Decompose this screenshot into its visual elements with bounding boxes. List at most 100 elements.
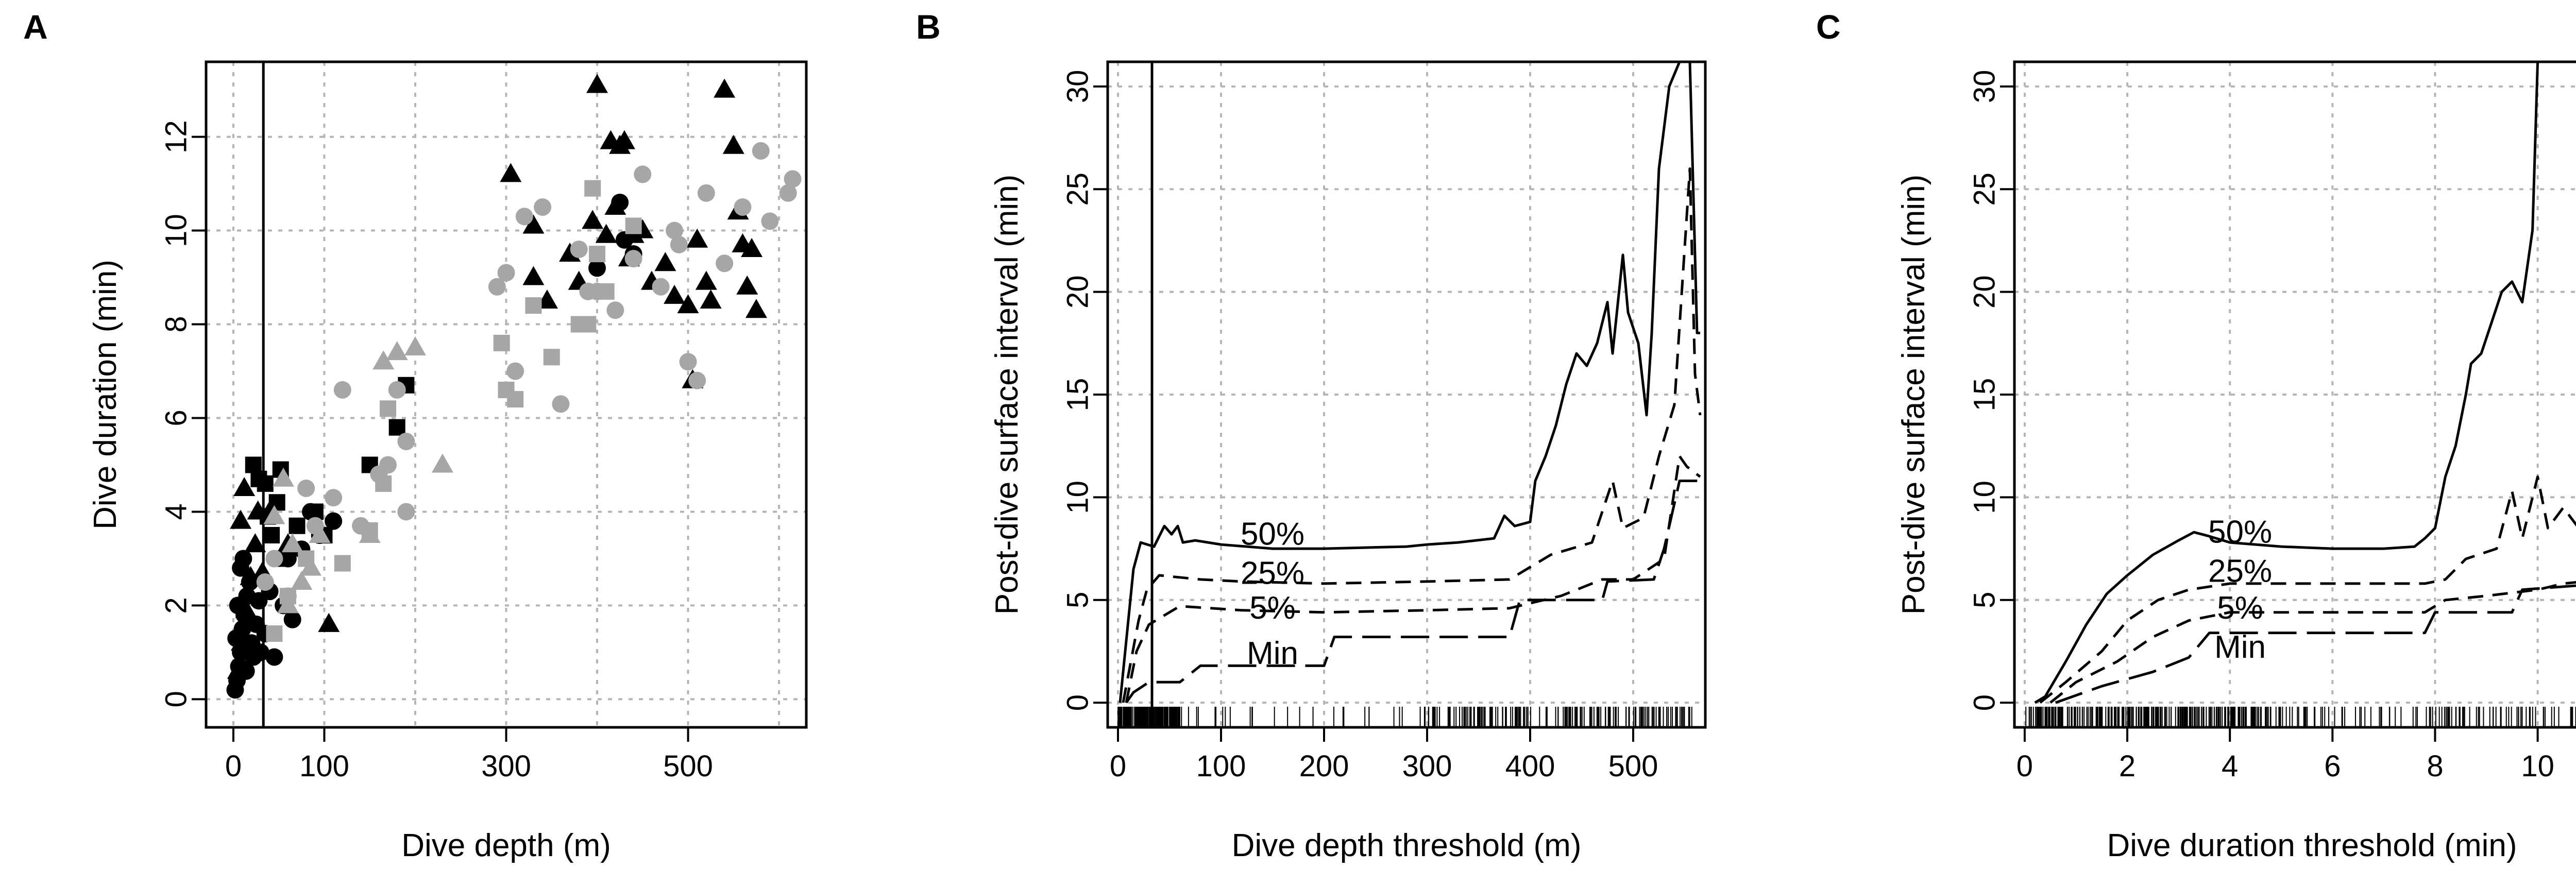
data-point: [265, 550, 283, 568]
y-tick-label: 0: [1968, 694, 2002, 711]
series-circle-gray: [256, 142, 802, 605]
data-point: [375, 475, 392, 492]
x-tick-label: 0: [2016, 749, 2033, 783]
y-tick-label: 25: [1061, 173, 1095, 206]
data-point: [714, 78, 736, 98]
y-tick-label: 20: [1968, 275, 2002, 309]
data-point: [722, 134, 744, 154]
y-tick-label: 5: [1061, 592, 1095, 608]
x-tick-label: 300: [481, 749, 531, 783]
data-point: [404, 336, 426, 356]
series-line-25pct: [2039, 475, 2576, 704]
data-point: [230, 632, 252, 651]
plot-area: [226, 62, 802, 727]
data-point: [604, 196, 626, 215]
y-tick-label: 2: [160, 597, 193, 614]
data-point: [580, 316, 597, 333]
data-point: [263, 505, 285, 524]
line-label: 25%: [1241, 555, 1304, 591]
series-line-25pct: [1122, 167, 1702, 703]
data-point: [625, 217, 642, 234]
data-point: [598, 283, 615, 300]
line-label: Min: [1247, 636, 1298, 671]
data-point: [333, 381, 351, 399]
data-point: [277, 594, 299, 614]
y-axis-title: Post-dive surface interval (min): [989, 175, 1025, 615]
line-label: Min: [2214, 629, 2266, 665]
panel-b: B 0 100 200 300 400 500 0 5 10 15 20 25 30 Dive depth …: [916, 8, 1707, 863]
data-point: [497, 264, 515, 282]
data-point: [595, 224, 617, 243]
x-tick-label: 8: [2427, 749, 2443, 783]
line-label: 5%: [1249, 590, 1296, 626]
data-point: [325, 489, 343, 507]
panel-letter: B: [916, 8, 941, 46]
data-point: [582, 210, 604, 229]
series-triangle-black: [227, 74, 767, 679]
y-axis-title: Post-dive surface interval (min): [1896, 175, 1931, 615]
x-tick-label: 500: [1608, 749, 1658, 783]
data-point: [584, 180, 601, 197]
data-point: [588, 259, 606, 277]
y-tick-label: 0: [160, 691, 193, 707]
data-point: [493, 334, 510, 351]
data-point: [388, 381, 406, 399]
data-point: [695, 270, 717, 290]
x-axis-title: Dive depth (m): [401, 828, 611, 863]
data-point: [233, 620, 251, 638]
data-point: [606, 301, 624, 319]
data-point: [488, 278, 506, 296]
data-point: [372, 350, 395, 370]
series-line-50pct: [2034, 62, 2539, 704]
data-point: [273, 467, 295, 487]
y-tick-label: 12: [160, 120, 193, 154]
data-point: [379, 456, 397, 474]
data-point: [388, 419, 405, 436]
plot-frame: [1106, 60, 1707, 729]
data-point: [734, 198, 752, 216]
line-label: 50%: [1241, 517, 1304, 552]
rug: [1117, 707, 1692, 727]
data-point: [289, 517, 306, 534]
data-point: [522, 214, 545, 234]
series-line-min: [1125, 480, 1700, 704]
data-point: [634, 165, 652, 183]
series-line-50pct: [1118, 62, 1681, 703]
data-point: [283, 610, 301, 628]
y-tick-label: 30: [1968, 70, 2002, 104]
data-point: [257, 475, 274, 492]
data-point: [281, 533, 303, 553]
y-tick-label: 30: [1061, 70, 1095, 104]
data-point: [230, 509, 252, 529]
plot-frame: [205, 60, 808, 729]
x-tick-label: 100: [299, 749, 349, 783]
line-label: 5%: [2217, 590, 2263, 626]
data-point: [670, 235, 688, 253]
data-point: [589, 246, 606, 263]
plot-frame: [2013, 60, 2576, 729]
y-tick-label: 10: [1061, 481, 1095, 514]
data-point: [256, 573, 274, 591]
y-tick-label: 25: [1968, 173, 2002, 206]
data-point: [234, 550, 252, 568]
data-point: [534, 198, 552, 216]
y-tick-label: 6: [160, 410, 193, 426]
data-point: [716, 254, 734, 272]
x-tick-label: 400: [1505, 749, 1555, 783]
x-tick-label: 0: [1110, 749, 1126, 783]
y-tick-label: 4: [160, 503, 193, 520]
plot-area: [1117, 62, 1702, 727]
data-point: [697, 184, 715, 202]
data-point: [318, 612, 340, 632]
x-tick-label: 300: [1402, 749, 1452, 783]
data-point: [779, 184, 797, 202]
series-line-5pct: [1125, 455, 1701, 703]
y-tick-label: 10: [1968, 481, 2002, 514]
data-point: [552, 395, 570, 413]
data-point: [664, 284, 686, 304]
data-point: [227, 659, 249, 679]
plot-area: [2025, 62, 2576, 727]
x-tick-label: 4: [2222, 749, 2238, 783]
line-label: 50%: [2208, 515, 2272, 550]
data-point: [677, 294, 699, 314]
